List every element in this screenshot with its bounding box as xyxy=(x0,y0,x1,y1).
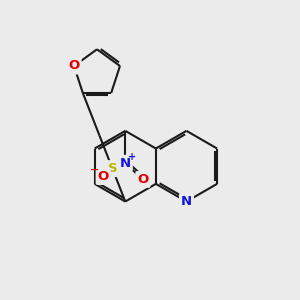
Text: O: O xyxy=(68,59,80,73)
Text: S: S xyxy=(108,162,117,175)
Text: N: N xyxy=(181,195,192,208)
Text: −: − xyxy=(90,165,100,175)
Text: N: N xyxy=(120,157,131,170)
Text: +: + xyxy=(128,152,136,162)
Text: O: O xyxy=(98,170,109,183)
Text: O: O xyxy=(137,173,148,186)
